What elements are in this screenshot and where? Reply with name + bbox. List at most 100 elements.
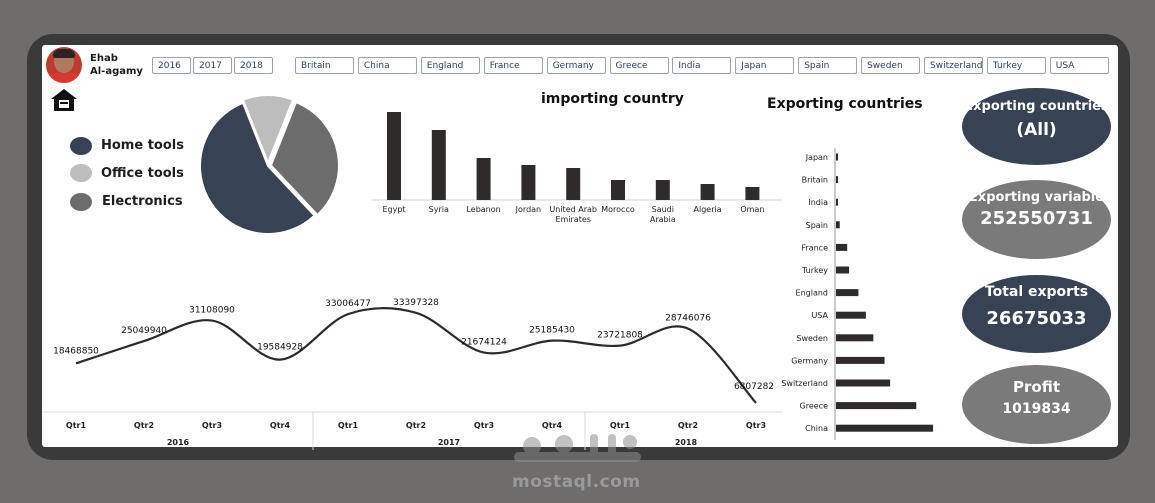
import-bar-morocco [611, 180, 625, 200]
kpi-profit-title: Profit [1013, 378, 1060, 396]
kpi-profit: Profit 1019834 [962, 365, 1111, 444]
quarter-tick-label: Qtr3 [746, 421, 766, 430]
import-bar-united-arab-emirates [566, 168, 581, 200]
import-bar-oman [745, 187, 760, 200]
kpi-total-exports-title: Total exports [984, 284, 1089, 300]
slicer-country-britain[interactable]: Britain [295, 57, 354, 74]
import-bar-syria [431, 130, 446, 200]
slicer-country-usa[interactable]: USA [1049, 57, 1109, 74]
legend-office-tools: Office tools [101, 166, 184, 181]
year-tick-label: 2017 [438, 438, 460, 447]
line-data-label: 25049940 [121, 326, 167, 336]
export-category-label: France [801, 243, 828, 252]
quarter-tick-label: Qtr3 [474, 421, 494, 430]
import-category-label: Algeria [694, 205, 722, 214]
profile-name: Ehab Al-agamy [90, 53, 143, 77]
legend-dot-office-tools [70, 164, 92, 182]
import-bar-algeria [700, 184, 715, 200]
line-data-label: 28746076 [665, 314, 711, 324]
export-bar-britain [836, 176, 838, 184]
importing-title: importing country [541, 91, 684, 107]
slicer-country-spain[interactable]: Spain [798, 57, 858, 74]
slicer-country-india[interactable]: India [672, 57, 732, 74]
import-category-label: Lebanon [466, 205, 500, 214]
slicer-country-germany[interactable]: Germany [546, 57, 606, 74]
home-icon[interactable] [50, 88, 78, 112]
import-bar-egypt [387, 112, 401, 200]
line-data-label: 31108090 [189, 306, 235, 316]
slicer-country-england[interactable]: England [420, 57, 480, 74]
kpi-exporting-countries[interactable]: Exporting countries (All) [962, 88, 1111, 165]
line-data-label: 23721808 [597, 331, 643, 341]
kpi-exporting-variable-value: 252550731 [980, 208, 1093, 229]
export-bar-sweden [836, 334, 874, 342]
kpi-exporting-variable: Exporting variable 252550731 [962, 180, 1111, 259]
export-bar-spain [836, 221, 840, 229]
line-data-label: 19584928 [257, 343, 303, 353]
export-category-label: Sweden [796, 334, 828, 343]
import-bar-lebanon [476, 158, 491, 200]
quarter-tick-label: Qtr3 [202, 421, 222, 430]
quarter-tick-label: Qtr2 [406, 421, 426, 430]
slicer-country-japan[interactable]: Japan [735, 57, 795, 74]
import-bar-jordan [521, 165, 536, 200]
kpi-total-exports: Total exports 26675033 [962, 275, 1111, 353]
slicer-year-2018[interactable]: 2018 [234, 57, 273, 74]
export-category-label: Spain [806, 221, 828, 230]
export-bar-china [836, 424, 934, 432]
export-bar-japan [836, 153, 838, 161]
export-bar-india [836, 198, 838, 206]
export-category-label: Switzerland [781, 379, 828, 388]
import-category-label: Emirates [555, 215, 591, 224]
pie-slice-electronics [269, 100, 340, 217]
category-pie-chart [199, 96, 340, 235]
slicer-year-2016[interactable]: 2016 [152, 57, 191, 74]
slicer-country-greece[interactable]: Greece [609, 57, 669, 74]
slicer-year-2017[interactable]: 2017 [193, 57, 232, 74]
quarter-tick-label: Qtr2 [134, 421, 154, 430]
slicer-country-switzerland[interactable]: Switzerland [924, 57, 983, 74]
pie-slice-office-tools [241, 96, 295, 166]
export-bar-greece [836, 402, 917, 410]
legend-home-tools: Home tools [101, 138, 184, 153]
pie-slice-home-tools [199, 101, 316, 235]
year-tick-label: 2018 [675, 438, 698, 447]
quarter-tick-label: Qtr1 [338, 421, 359, 430]
export-category-label: Britain [802, 176, 828, 185]
export-category-label: Germany [791, 356, 828, 365]
import-category-label: United Arab [549, 205, 597, 214]
export-bar-england [836, 289, 859, 297]
legend-dot-electronics [70, 193, 92, 211]
export-category-label: Turkey [801, 266, 828, 275]
export-category-label: India [808, 198, 828, 207]
legend-dot-home-tools [70, 137, 92, 155]
export-category-label: England [796, 289, 828, 298]
slicer-country-sweden[interactable]: Sweden [861, 57, 921, 74]
line-data-label: 25185430 [529, 326, 575, 336]
kpi-exporting-variable-title: Exporting variable [968, 190, 1105, 205]
import-category-label: Arabia [650, 215, 676, 224]
export-bar-usa [836, 311, 866, 319]
line-data-label: 33397328 [393, 298, 439, 308]
export-category-label: Greece [800, 402, 829, 411]
legend-electronics: Electronics [102, 194, 183, 209]
kpi-profit-value: 1019834 [1002, 401, 1071, 417]
line-data-label: 21674124 [461, 338, 507, 348]
export-category-label: China [805, 424, 828, 433]
avatar [46, 47, 82, 83]
exporting-title: Exporting countries [767, 96, 923, 112]
import-category-label: Jordan [515, 205, 541, 214]
import-category-label: Oman [740, 205, 764, 214]
export-category-label: Japan [805, 153, 828, 162]
slicer-country-france[interactable]: France [483, 57, 543, 74]
kpi-total-exports-value: 26675033 [986, 308, 1087, 329]
line-data-label: 33006477 [325, 299, 371, 309]
kpi-exporting-countries-title: Exporting countries [964, 99, 1109, 114]
year-tick-label: 2016 [167, 438, 190, 447]
import-bar-saudi-arabia [655, 180, 670, 200]
quarter-tick-label: Qtr1 [66, 421, 87, 430]
watermark-text: mostaql.com [512, 472, 641, 492]
importing-bar-chart: Egypt Syria Lebanon Jordan United ArabEmirat… [372, 112, 782, 224]
slicer-country-china[interactable]: China [357, 57, 417, 74]
slicer-country-turkey[interactable]: Turkey [986, 57, 1046, 74]
